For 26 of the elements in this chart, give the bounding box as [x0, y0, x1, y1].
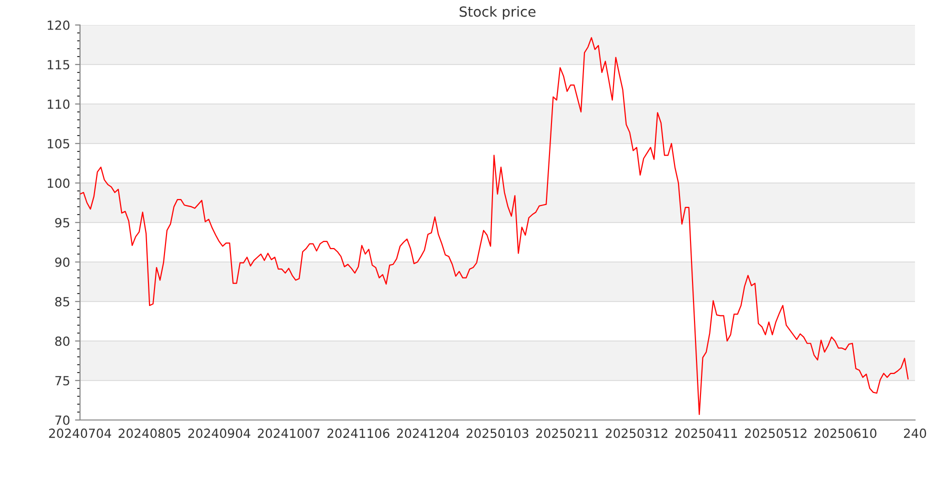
x-tick-label: 20240904: [188, 428, 250, 438]
y-tick-label: 80: [55, 336, 70, 346]
x-tick-label: 20240805: [118, 428, 180, 438]
line-series: [80, 37, 909, 416]
y-tick-label: 100: [48, 178, 70, 188]
x-tick-label: 20250411: [675, 428, 737, 438]
y-tick-label: 105: [48, 138, 70, 148]
y-tick-label: 70: [55, 415, 70, 425]
x-tick-label: 240: [904, 428, 926, 438]
y-tick-label: 75: [55, 376, 70, 386]
y-tick-label: 95: [55, 218, 70, 228]
x-tick-label: 20241106: [327, 428, 390, 438]
x-tick-label: 20250512: [744, 428, 806, 438]
y-tick-label: 120: [48, 20, 70, 30]
x-tick-label: 20250610: [814, 428, 876, 438]
x-tick-label: 20250211: [536, 428, 598, 438]
x-tick-label: 20250103: [466, 428, 528, 438]
x-tick-label: 20241007: [258, 428, 320, 438]
x-tick-label: 20250312: [606, 428, 668, 438]
chart-title: Stock price: [460, 6, 536, 20]
x-tick-label: 20241204: [397, 428, 460, 438]
y-tick-label: 110: [48, 99, 70, 109]
y-tick-label: 90: [55, 257, 70, 267]
x-tick-label: 20240704: [49, 428, 112, 438]
y-tick-label: 115: [48, 60, 70, 70]
y-tick-label: 85: [55, 296, 70, 306]
